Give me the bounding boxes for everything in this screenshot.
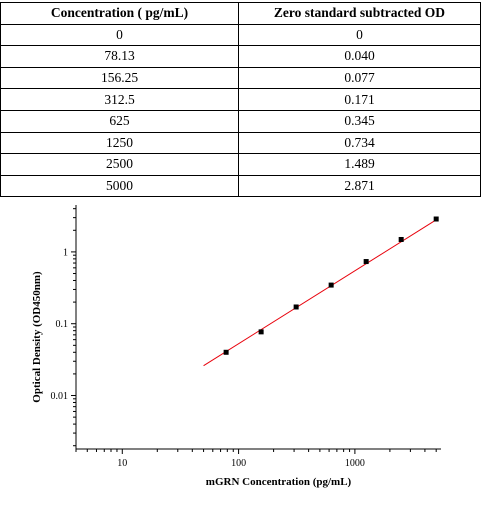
- od-cell: 1.489: [238, 153, 481, 176]
- table-row: 5000 2.871: [0, 174, 481, 198]
- fit-line: [203, 219, 437, 367]
- x-axis-label: mGRN Concentration (pg/mL): [206, 476, 352, 488]
- data-point: [363, 259, 369, 265]
- standard-curve-table: Concentration ( pg/mL) Zero standard sub…: [0, 2, 481, 198]
- data-point: [433, 216, 439, 222]
- data-point: [293, 304, 299, 310]
- table-row: 625 0.345: [0, 109, 481, 133]
- od-cell: 0.734: [238, 131, 481, 155]
- x-tick-label: 1000: [345, 458, 365, 469]
- data-point: [328, 282, 334, 288]
- data-point: [258, 329, 264, 335]
- y-axis-label: Optical Density (OD450nm): [31, 271, 43, 403]
- table-row: 2500 1.489: [0, 153, 481, 176]
- fit-line-layer: [203, 219, 437, 367]
- chart-axes: 10 100 1000 0.01 0.1 1: [51, 205, 441, 469]
- concentration-cell: 312.5: [0, 88, 239, 111]
- y-tick-label: 1: [63, 247, 68, 258]
- table-row: 312.5 0.171: [0, 88, 481, 111]
- concentration-cell: 625: [0, 109, 239, 133]
- x-tick-label: 10: [117, 458, 127, 469]
- od-cell: 2.871: [238, 174, 481, 198]
- data-point: [398, 236, 404, 242]
- od-cell: 0.345: [238, 109, 481, 133]
- data-points-layer: [223, 216, 439, 355]
- x-tick-label: 100: [231, 458, 246, 469]
- y-tick-label: 0.01: [51, 391, 69, 402]
- concentration-cell: 2500: [0, 153, 239, 176]
- concentration-cell: 1250: [0, 131, 239, 155]
- data-point: [223, 349, 229, 355]
- y-tick-label: 0.1: [56, 319, 69, 330]
- table-row: 1250 0.734: [0, 131, 481, 155]
